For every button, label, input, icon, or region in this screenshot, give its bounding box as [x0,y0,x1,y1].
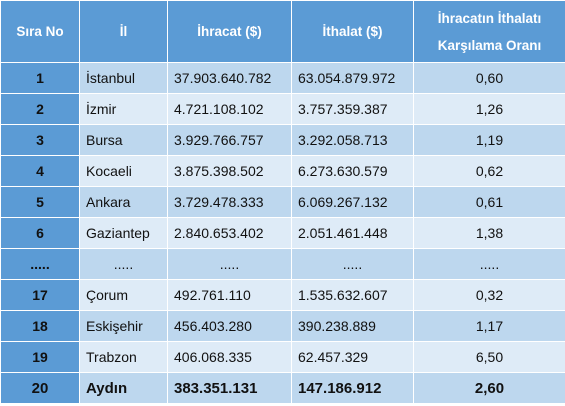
cell-oran: 1,19 [413,124,565,156]
cell-sira: 17 [0,279,80,311]
table-row: 2 İzmir 4.721.108.102 3.757.359.387 1,26 [0,93,565,125]
cell-oran: ..... [413,248,565,280]
cell-ithalat: 2.051.461.448 [291,217,414,249]
header-il: İl [79,0,168,63]
cell-sira: 1 [0,62,80,94]
cell-ithalat: 62.457.329 [291,341,414,373]
cell-oran: 0,62 [413,155,565,187]
table-row: 1 İstanbul 37.903.640.782 63.054.879.972… [0,62,565,94]
cell-oran: 1,17 [413,310,565,342]
cell-ithalat: 6.273.630.579 [291,155,414,187]
cell-sira: ..... [0,248,80,280]
cell-ihracat: 456.403.280 [167,310,292,342]
cell-il: Bursa [79,124,168,156]
cell-il: Aydın [79,372,168,404]
cell-oran: 6,50 [413,341,565,373]
cell-ihracat: 383.351.131 [167,372,292,404]
cell-il: Gaziantep [79,217,168,249]
cell-ithalat: 390.238.889 [291,310,414,342]
cell-ithalat: 3.757.359.387 [291,93,414,125]
cell-sira: 19 [0,341,80,373]
table-header: Sıra No İl İhracat ($) İthalat ($) İhrac… [0,0,565,63]
header-sira-no: Sıra No [0,0,80,63]
table-row: 4 Kocaeli 3.875.398.502 6.273.630.579 0,… [0,155,565,187]
cell-il: İzmir [79,93,168,125]
cell-oran: 0,61 [413,186,565,218]
cell-il: Eskişehir [79,310,168,342]
cell-ithalat: 6.069.267.132 [291,186,414,218]
cell-ihracat: 406.068.335 [167,341,292,373]
cell-ithalat: 63.054.879.972 [291,62,414,94]
cell-il: Trabzon [79,341,168,373]
cell-sira: 18 [0,310,80,342]
header-oran-line1: İhracatın İthalatı [437,10,542,26]
cell-sira: 4 [0,155,80,187]
table-row: 3 Bursa 3.929.766.757 3.292.058.713 1,19 [0,124,565,156]
cell-ihracat: 3.875.398.502 [167,155,292,187]
table-row: 6 Gaziantep 2.840.653.402 2.051.461.448 … [0,217,565,249]
cell-sira: 2 [0,93,80,125]
cell-ithalat: 147.186.912 [291,372,414,404]
table-row-last: 20 Aydın 383.351.131 147.186.912 2,60 [0,372,565,404]
cell-sira: 5 [0,186,80,218]
header-ihracat: İhracat ($) [167,0,292,63]
table-row: 17 Çorum 492.761.110 1.535.632.607 0,32 [0,279,565,311]
cell-ithalat: ..... [291,248,414,280]
header-karsilama-orani: İhracatın İthalatı Karşılama Oranı [413,0,565,63]
cell-il: İstanbul [79,62,168,94]
cell-oran: 0,32 [413,279,565,311]
cell-sira: 3 [0,124,80,156]
cell-il: Çorum [79,279,168,311]
cell-il: Ankara [79,186,168,218]
table-row: 18 Eskişehir 456.403.280 390.238.889 1,1… [0,310,565,342]
header-oran-line2: Karşılama Oranı [437,37,542,53]
table-row-ellipsis: ..... ..... ..... ..... ..... [0,248,565,280]
cell-il: Kocaeli [79,155,168,187]
cell-ihracat: 3.729.478.333 [167,186,292,218]
cell-ihracat: 3.929.766.757 [167,124,292,156]
table-row: 19 Trabzon 406.068.335 62.457.329 6,50 [0,341,565,373]
cell-oran: 1,26 [413,93,565,125]
cell-sira: 20 [0,372,80,404]
cell-oran: 0,60 [413,62,565,94]
cell-sira: 6 [0,217,80,249]
cell-oran: 2,60 [413,372,565,404]
cell-ithalat: 3.292.058.713 [291,124,414,156]
cell-ihracat: 492.761.110 [167,279,292,311]
cell-ihracat: 4.721.108.102 [167,93,292,125]
cell-ithalat: 1.535.632.607 [291,279,414,311]
cell-ihracat: ..... [167,248,292,280]
table-body: 1 İstanbul 37.903.640.782 63.054.879.972… [0,62,565,404]
header-ithalat: İthalat ($) [291,0,414,63]
cell-oran: 1,38 [413,217,565,249]
cell-ihracat: 37.903.640.782 [167,62,292,94]
header-row: Sıra No İl İhracat ($) İthalat ($) İhrac… [0,0,565,63]
cell-il: ..... [79,248,168,280]
cell-ihracat: 2.840.653.402 [167,217,292,249]
table-row: 5 Ankara 3.729.478.333 6.069.267.132 0,6… [0,186,565,218]
